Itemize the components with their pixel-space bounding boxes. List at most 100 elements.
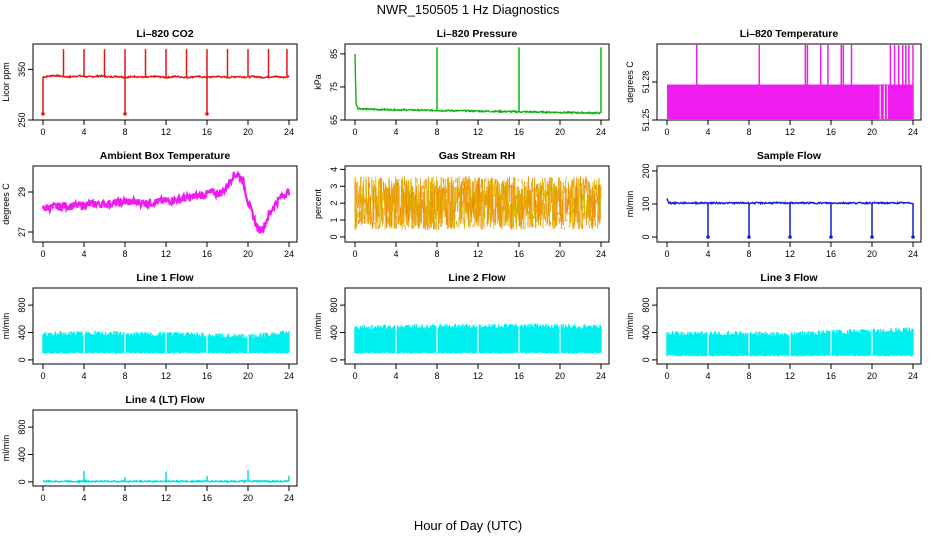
x-tick-label: 12 bbox=[785, 249, 795, 259]
y-tick-label: 2 bbox=[329, 201, 339, 206]
y-tick-label: 350 bbox=[17, 62, 27, 77]
y-tick-label: 4 bbox=[329, 167, 339, 172]
x-tick-label: 24 bbox=[596, 127, 606, 137]
plot-frame bbox=[32, 409, 298, 487]
panel-title: Ambient Box Temperature bbox=[100, 150, 231, 162]
x-tick-label: 24 bbox=[908, 127, 918, 137]
y-tick-label: 75 bbox=[329, 82, 339, 92]
y-tick-label: 3 bbox=[329, 184, 339, 189]
y-axis-label: percent bbox=[313, 188, 323, 219]
series-group bbox=[42, 289, 290, 363]
x-tick-label: 12 bbox=[161, 127, 171, 137]
series-group bbox=[41, 49, 290, 116]
main-title: NWR_150505 1 Hz Diagnostics bbox=[376, 2, 560, 17]
x-tick-label: 20 bbox=[243, 493, 253, 503]
x-tick-label: 0 bbox=[352, 127, 357, 137]
drop-point bbox=[870, 235, 874, 239]
panel-title: Line 1 Flow bbox=[136, 272, 194, 284]
y-tick-label: 0 bbox=[329, 234, 339, 239]
panel-title: Gas Stream RH bbox=[439, 150, 515, 162]
x-tick-label: 0 bbox=[664, 127, 669, 137]
x-tick-label: 16 bbox=[826, 127, 836, 137]
x-tick-label: 0 bbox=[40, 371, 45, 381]
y-axis-label: ml/min bbox=[313, 313, 323, 340]
series-group bbox=[41, 170, 291, 234]
drop-point bbox=[747, 235, 751, 239]
temperature-band bbox=[667, 84, 913, 119]
x-tick-label: 16 bbox=[202, 127, 212, 137]
x-tick-label: 12 bbox=[161, 493, 171, 503]
x-tick-label: 8 bbox=[122, 371, 127, 381]
x-tick-label: 0 bbox=[352, 371, 357, 381]
series-line bbox=[666, 198, 913, 206]
x-axis-label: Hour of Day (UTC) bbox=[413, 518, 523, 533]
panel-2: Li–820 Pressure 0 4 8 12 16 20 24 65 75 85 kPa bbox=[313, 28, 610, 137]
drop-point bbox=[706, 235, 710, 239]
x-tick-label: 4 bbox=[393, 127, 398, 137]
series-group bbox=[354, 176, 602, 231]
y-axis-label: degrees C bbox=[1, 183, 11, 225]
plot-frame bbox=[32, 165, 298, 243]
x-tick-label: 24 bbox=[284, 127, 294, 137]
series-group bbox=[354, 47, 602, 115]
x-tick-label: 8 bbox=[122, 249, 127, 259]
x-tick-label: 0 bbox=[664, 371, 669, 381]
x-tick-label: 24 bbox=[908, 249, 918, 259]
y-tick-label: 200 bbox=[641, 163, 651, 178]
x-tick-label: 12 bbox=[473, 249, 483, 259]
x-tick-label: 4 bbox=[81, 249, 86, 259]
y-axis-label: degrees C bbox=[625, 61, 635, 103]
plot-frame bbox=[32, 287, 298, 365]
panel-title: Line 3 Flow bbox=[760, 272, 818, 284]
x-tick-label: 0 bbox=[664, 249, 669, 259]
x-tick-label: 16 bbox=[202, 249, 212, 259]
x-tick-label: 0 bbox=[40, 249, 45, 259]
plot-frame bbox=[344, 43, 610, 121]
x-tick-label: 20 bbox=[867, 249, 877, 259]
panel-title: Li–820 CO2 bbox=[136, 28, 193, 40]
y-tick-label: 800 bbox=[329, 298, 339, 313]
x-tick-label: 20 bbox=[867, 127, 877, 137]
x-tick-label: 12 bbox=[161, 371, 171, 381]
x-tick-label: 20 bbox=[867, 371, 877, 381]
panel-9: Line 3 Flow 0 4 8 12 16 20 24 0 400 800 ml/min bbox=[625, 272, 922, 381]
x-tick-label: 0 bbox=[40, 493, 45, 503]
y-axis-label: kPa bbox=[313, 74, 323, 90]
series-group bbox=[354, 289, 602, 363]
panel-1: Li–820 CO2 0 4 8 12 16 20 24 250 350 Licor ppm bbox=[1, 28, 298, 137]
y-tick-label: 800 bbox=[17, 420, 27, 435]
x-tick-label: 16 bbox=[514, 127, 524, 137]
x-tick-label: 16 bbox=[514, 371, 524, 381]
x-tick-label: 8 bbox=[122, 127, 127, 137]
x-tick-label: 8 bbox=[434, 127, 439, 137]
panel-7: Line 1 Flow 0 4 8 12 16 20 24 0 400 800 ml/min bbox=[1, 272, 298, 381]
x-tick-label: 16 bbox=[514, 249, 524, 259]
x-tick-label: 4 bbox=[393, 371, 398, 381]
y-axis-label: ml/min bbox=[625, 313, 635, 340]
x-tick-label: 0 bbox=[352, 249, 357, 259]
x-tick-label: 24 bbox=[284, 249, 294, 259]
y-axis-label: ml/min bbox=[1, 313, 11, 340]
y-axis-label: ml/min bbox=[625, 191, 635, 218]
x-tick-label: 8 bbox=[434, 371, 439, 381]
x-tick-label: 12 bbox=[785, 371, 795, 381]
series-line bbox=[354, 53, 602, 115]
y-tick-label: 1 bbox=[329, 218, 339, 223]
plot-frame bbox=[344, 165, 610, 243]
y-tick-label: 65 bbox=[329, 115, 339, 125]
x-tick-label: 12 bbox=[161, 249, 171, 259]
drop-point bbox=[123, 112, 127, 116]
x-tick-label: 8 bbox=[746, 127, 751, 137]
y-tick-label: 85 bbox=[329, 49, 339, 59]
y-tick-label: 0 bbox=[329, 357, 339, 362]
drop-point bbox=[205, 112, 209, 116]
y-tick-label: 51.25 bbox=[641, 109, 651, 132]
drop-point bbox=[911, 235, 915, 239]
x-tick-label: 20 bbox=[243, 371, 253, 381]
x-tick-label: 16 bbox=[826, 249, 836, 259]
panel-10: Line 4 (LT) Flow 0 4 8 12 16 20 24 0 400 800 ml/min bbox=[1, 394, 298, 503]
series-group bbox=[667, 45, 914, 119]
y-tick-label: 27 bbox=[17, 227, 27, 237]
y-tick-label: 0 bbox=[17, 479, 27, 484]
